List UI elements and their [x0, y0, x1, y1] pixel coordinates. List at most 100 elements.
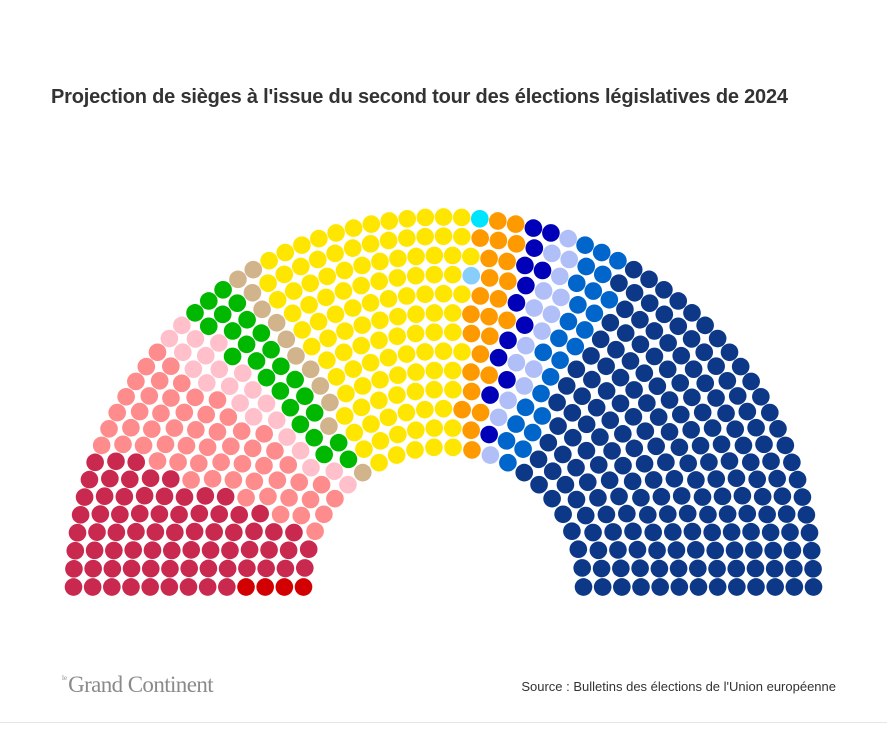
seat-dot — [326, 305, 345, 324]
seat-dot — [306, 522, 324, 541]
seat-dot — [311, 377, 330, 395]
seat-dot — [644, 471, 663, 489]
seat-dot — [320, 417, 338, 435]
seat-dot — [175, 403, 194, 422]
seat-dot — [255, 456, 273, 475]
seat-dot — [75, 488, 94, 506]
seat-dot — [593, 578, 612, 596]
seat-dot — [141, 469, 160, 488]
seat-dot — [186, 304, 204, 322]
seat-dot — [444, 380, 462, 399]
seat-dot — [696, 316, 714, 335]
seat-dot — [238, 310, 256, 329]
seat-dot — [397, 287, 416, 305]
seat-dot — [533, 322, 551, 340]
seat-dot — [717, 404, 735, 423]
seat-dot — [416, 343, 434, 361]
seat-dot — [766, 578, 784, 596]
seat-dot — [275, 578, 294, 596]
seat-dot — [309, 312, 328, 331]
seat-dot — [489, 290, 508, 308]
seat-dot — [725, 541, 744, 560]
seat-dot — [563, 522, 581, 541]
seat-dot — [416, 285, 434, 304]
seat-dot — [278, 428, 296, 446]
seat-dot — [173, 343, 192, 362]
seat-dot — [198, 438, 217, 457]
seat-dot — [397, 403, 416, 422]
seat-dot — [141, 559, 160, 578]
seat-dot — [150, 505, 169, 523]
seat-dot — [85, 541, 104, 560]
seat-dot — [703, 523, 721, 542]
seat-dot — [177, 436, 196, 455]
seat-dot — [370, 331, 388, 350]
seat-dot — [603, 442, 621, 460]
seat-dot — [434, 399, 453, 418]
seat-dot — [88, 523, 106, 541]
seat-dot — [481, 327, 499, 346]
seat-dot — [210, 334, 228, 352]
seat-dot — [481, 386, 499, 404]
seat-dot — [481, 446, 500, 464]
seat-dot — [305, 403, 324, 422]
seat-dot — [616, 324, 635, 342]
seat-dot — [336, 322, 354, 340]
seat-dot — [647, 437, 665, 456]
seat-dot — [71, 506, 90, 524]
seat-dot — [664, 523, 682, 541]
seat-dot — [305, 428, 323, 447]
seat-dot — [141, 578, 159, 596]
seat-dot — [669, 292, 688, 310]
seat-dot — [205, 523, 223, 541]
seat-dot — [549, 417, 567, 435]
seat-dot — [488, 212, 507, 230]
seat-dot — [362, 415, 380, 433]
seat-dot — [189, 454, 208, 473]
seat-dot — [107, 523, 126, 542]
seat-dot — [196, 487, 215, 505]
seat-dot — [389, 307, 407, 326]
seat-dot — [638, 394, 656, 412]
seat-dot — [523, 423, 542, 442]
seat-dot — [693, 488, 712, 506]
seat-dot — [591, 428, 609, 446]
seat-dot — [216, 487, 235, 506]
seat-dot — [574, 578, 593, 596]
seat-dot — [497, 432, 516, 450]
seat-dot — [507, 353, 526, 372]
seat-dot — [752, 387, 770, 406]
seat-dot — [616, 300, 634, 319]
seat-dot — [343, 239, 362, 257]
seat-dot — [625, 439, 644, 458]
seat-dot — [499, 331, 517, 350]
seat-dot — [670, 578, 689, 596]
seat-dot — [301, 274, 320, 293]
seat-dot — [326, 489, 344, 508]
seat-dot — [318, 351, 336, 370]
seat-dot — [287, 347, 305, 365]
seat-dot — [559, 229, 577, 248]
seat-dot — [452, 208, 471, 227]
seat-dot — [718, 505, 737, 523]
seat-dot — [240, 540, 259, 559]
seat-dot — [252, 324, 271, 342]
seat-dot — [286, 370, 304, 389]
seat-dot — [237, 335, 256, 354]
seat-dot — [577, 257, 596, 276]
seat-dot — [266, 442, 284, 460]
seat-dot — [625, 283, 644, 302]
seat-dot — [776, 436, 795, 455]
seat-dot — [507, 415, 525, 433]
seat-dot — [389, 249, 407, 268]
seat-dot — [425, 419, 444, 437]
seat-dot — [691, 436, 710, 455]
seat-dot — [407, 363, 425, 381]
seat-dot — [671, 374, 690, 392]
seat-dot — [480, 269, 499, 287]
seat-dot — [425, 361, 444, 380]
seat-dot — [379, 408, 398, 427]
seat-dot — [613, 578, 631, 596]
grand-continent-logo[interactable]: leGrand Continent — [62, 672, 214, 698]
seat-dot — [170, 505, 188, 524]
